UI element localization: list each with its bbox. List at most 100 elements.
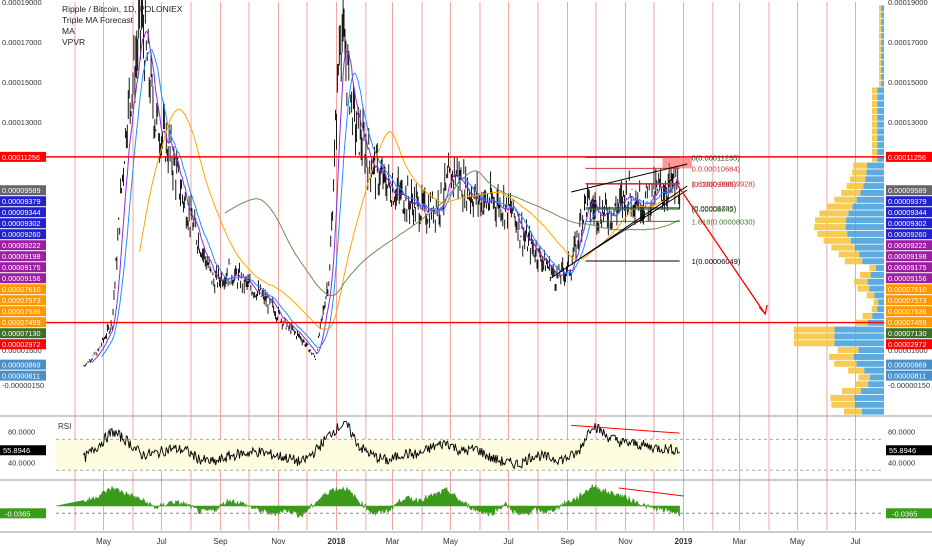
vp-bar-buy: [848, 367, 865, 374]
price-tag: [886, 185, 932, 196]
vp-bar-buy: [872, 114, 878, 121]
vp-bar-sell: [834, 326, 884, 333]
vp-bar-buy: [872, 101, 878, 108]
vp-bar-buy: [834, 196, 857, 203]
vp-bar-buy: [830, 394, 855, 401]
fib-level-label: 1(0.00006049): [692, 257, 741, 266]
fib-level-label: 1.618(0.00008030): [692, 217, 756, 226]
price-tag-label: 0.00007536: [888, 307, 927, 316]
candles: [83, 0, 681, 367]
vp-bar-sell: [874, 292, 884, 299]
price-tag-label: 0.00009156: [888, 274, 927, 283]
vp-bar-buy: [872, 128, 878, 135]
vp-bar-sell: [881, 66, 884, 73]
vp-bar-buy: [859, 271, 871, 278]
price-tick-label: -0.00000150: [888, 381, 930, 390]
vp-bar-sell: [863, 183, 884, 190]
vp-bar-sell: [846, 217, 884, 224]
price-tick-label: -0.00000150: [2, 381, 44, 390]
x-tick-label: 2019: [675, 537, 693, 546]
price-tag: [886, 207, 932, 218]
price-tick-label: 0.00019000: [2, 0, 42, 7]
price-tag: [0, 295, 46, 306]
vp-bar-buy: [872, 87, 878, 94]
vp-bar-sell: [855, 401, 884, 408]
vp-bar-sell: [877, 148, 884, 155]
x-tick-label: Sep: [560, 537, 575, 546]
vp-bar-buy: [850, 176, 866, 183]
x-tick-label: May: [96, 537, 111, 546]
vp-bar-buy: [879, 39, 882, 46]
price-tag: [886, 273, 932, 284]
vp-bar-buy: [871, 306, 878, 313]
vp-bar-sell: [881, 25, 884, 32]
vp-bar-sell: [834, 340, 884, 347]
fib-level-label: 0.0.00010684): [692, 164, 741, 173]
vp-bar-buy: [794, 333, 835, 340]
osc-divergence-line: [618, 487, 684, 497]
price-tag: [0, 251, 46, 262]
vp-bar-buy: [858, 374, 870, 381]
price-tag: [886, 359, 932, 370]
x-tick-label: Mar: [386, 537, 400, 546]
vp-bar-buy: [829, 353, 854, 360]
price-tag-label: 0.00000869: [888, 361, 927, 370]
price-tag: [886, 196, 932, 207]
rsi-tick-label: 80.0000: [888, 428, 915, 437]
rsi-current-tag: [0, 445, 46, 456]
price-tag-label: 0.00007130: [888, 329, 927, 338]
vp-bar-sell: [877, 101, 884, 108]
fib-level-label: (0.00009895): [692, 180, 737, 189]
vp-bar-sell: [877, 87, 884, 94]
vp-bar-buy: [837, 347, 859, 354]
price-tick-label: 0.00015000: [888, 78, 928, 87]
vp-bar-sell: [852, 203, 884, 210]
price-tag: [0, 284, 46, 295]
fib-annotations: 0(0.00011235) 0.0.00010684) 1.618(0.000099…: [550, 153, 768, 316]
vp-bar-buy: [794, 340, 835, 347]
price-tag: [886, 306, 932, 317]
vp-bar-sell: [864, 367, 884, 374]
vp-bar-sell: [877, 142, 884, 149]
x-tick-label: Nov: [271, 537, 285, 546]
rsi-title: RSI: [58, 422, 71, 431]
price-tag: [0, 196, 46, 207]
vp-bar-sell: [845, 224, 884, 231]
vp-bar-sell: [881, 60, 884, 67]
osc-current-value: -0.0365: [892, 509, 917, 518]
vp-bar-buy: [879, 53, 882, 60]
legend-study-1: Triple MA Forecast: [62, 15, 134, 25]
price-tag-label: 0.00011256: [888, 153, 926, 162]
price-tag: [0, 273, 46, 284]
price-tag-label: 0.00009175: [2, 263, 41, 272]
vp-bar-buy: [823, 237, 851, 244]
vp-bar-sell: [881, 80, 884, 87]
vp-bar-buy: [879, 46, 882, 53]
vp-bar-sell: [870, 271, 884, 278]
vp-bar-buy: [844, 408, 862, 415]
oscillator-area: [55, 483, 680, 519]
fib-level-label: 0(0.00011235): [692, 153, 741, 162]
vp-bar-sell: [881, 39, 884, 46]
vp-bar-buy: [857, 285, 870, 292]
vp-bar-buy: [834, 360, 857, 367]
price-tag: [0, 328, 46, 339]
vp-bar-sell: [872, 312, 884, 319]
trend-line: [571, 163, 688, 193]
price-tag-label: 0.00007573: [888, 296, 927, 305]
vp-bar-sell: [877, 135, 884, 142]
price-tag: [0, 359, 46, 370]
vp-bar-sell: [867, 162, 884, 169]
price-tick-label: 0.00013000: [888, 118, 928, 127]
price-tag-label: 0.00007573: [2, 296, 41, 305]
vp-bar-buy: [854, 278, 868, 285]
fib-level-label: (0.00008642): [692, 205, 737, 214]
ma-long-line: [224, 170, 680, 297]
price-tag: [886, 262, 932, 273]
vp-bar-buy: [853, 162, 868, 169]
price-tag: [886, 218, 932, 229]
price-tag-label: 0.00009302: [888, 219, 927, 228]
price-tag-label: 0.00009344: [2, 208, 41, 217]
price-tag: [0, 240, 46, 251]
